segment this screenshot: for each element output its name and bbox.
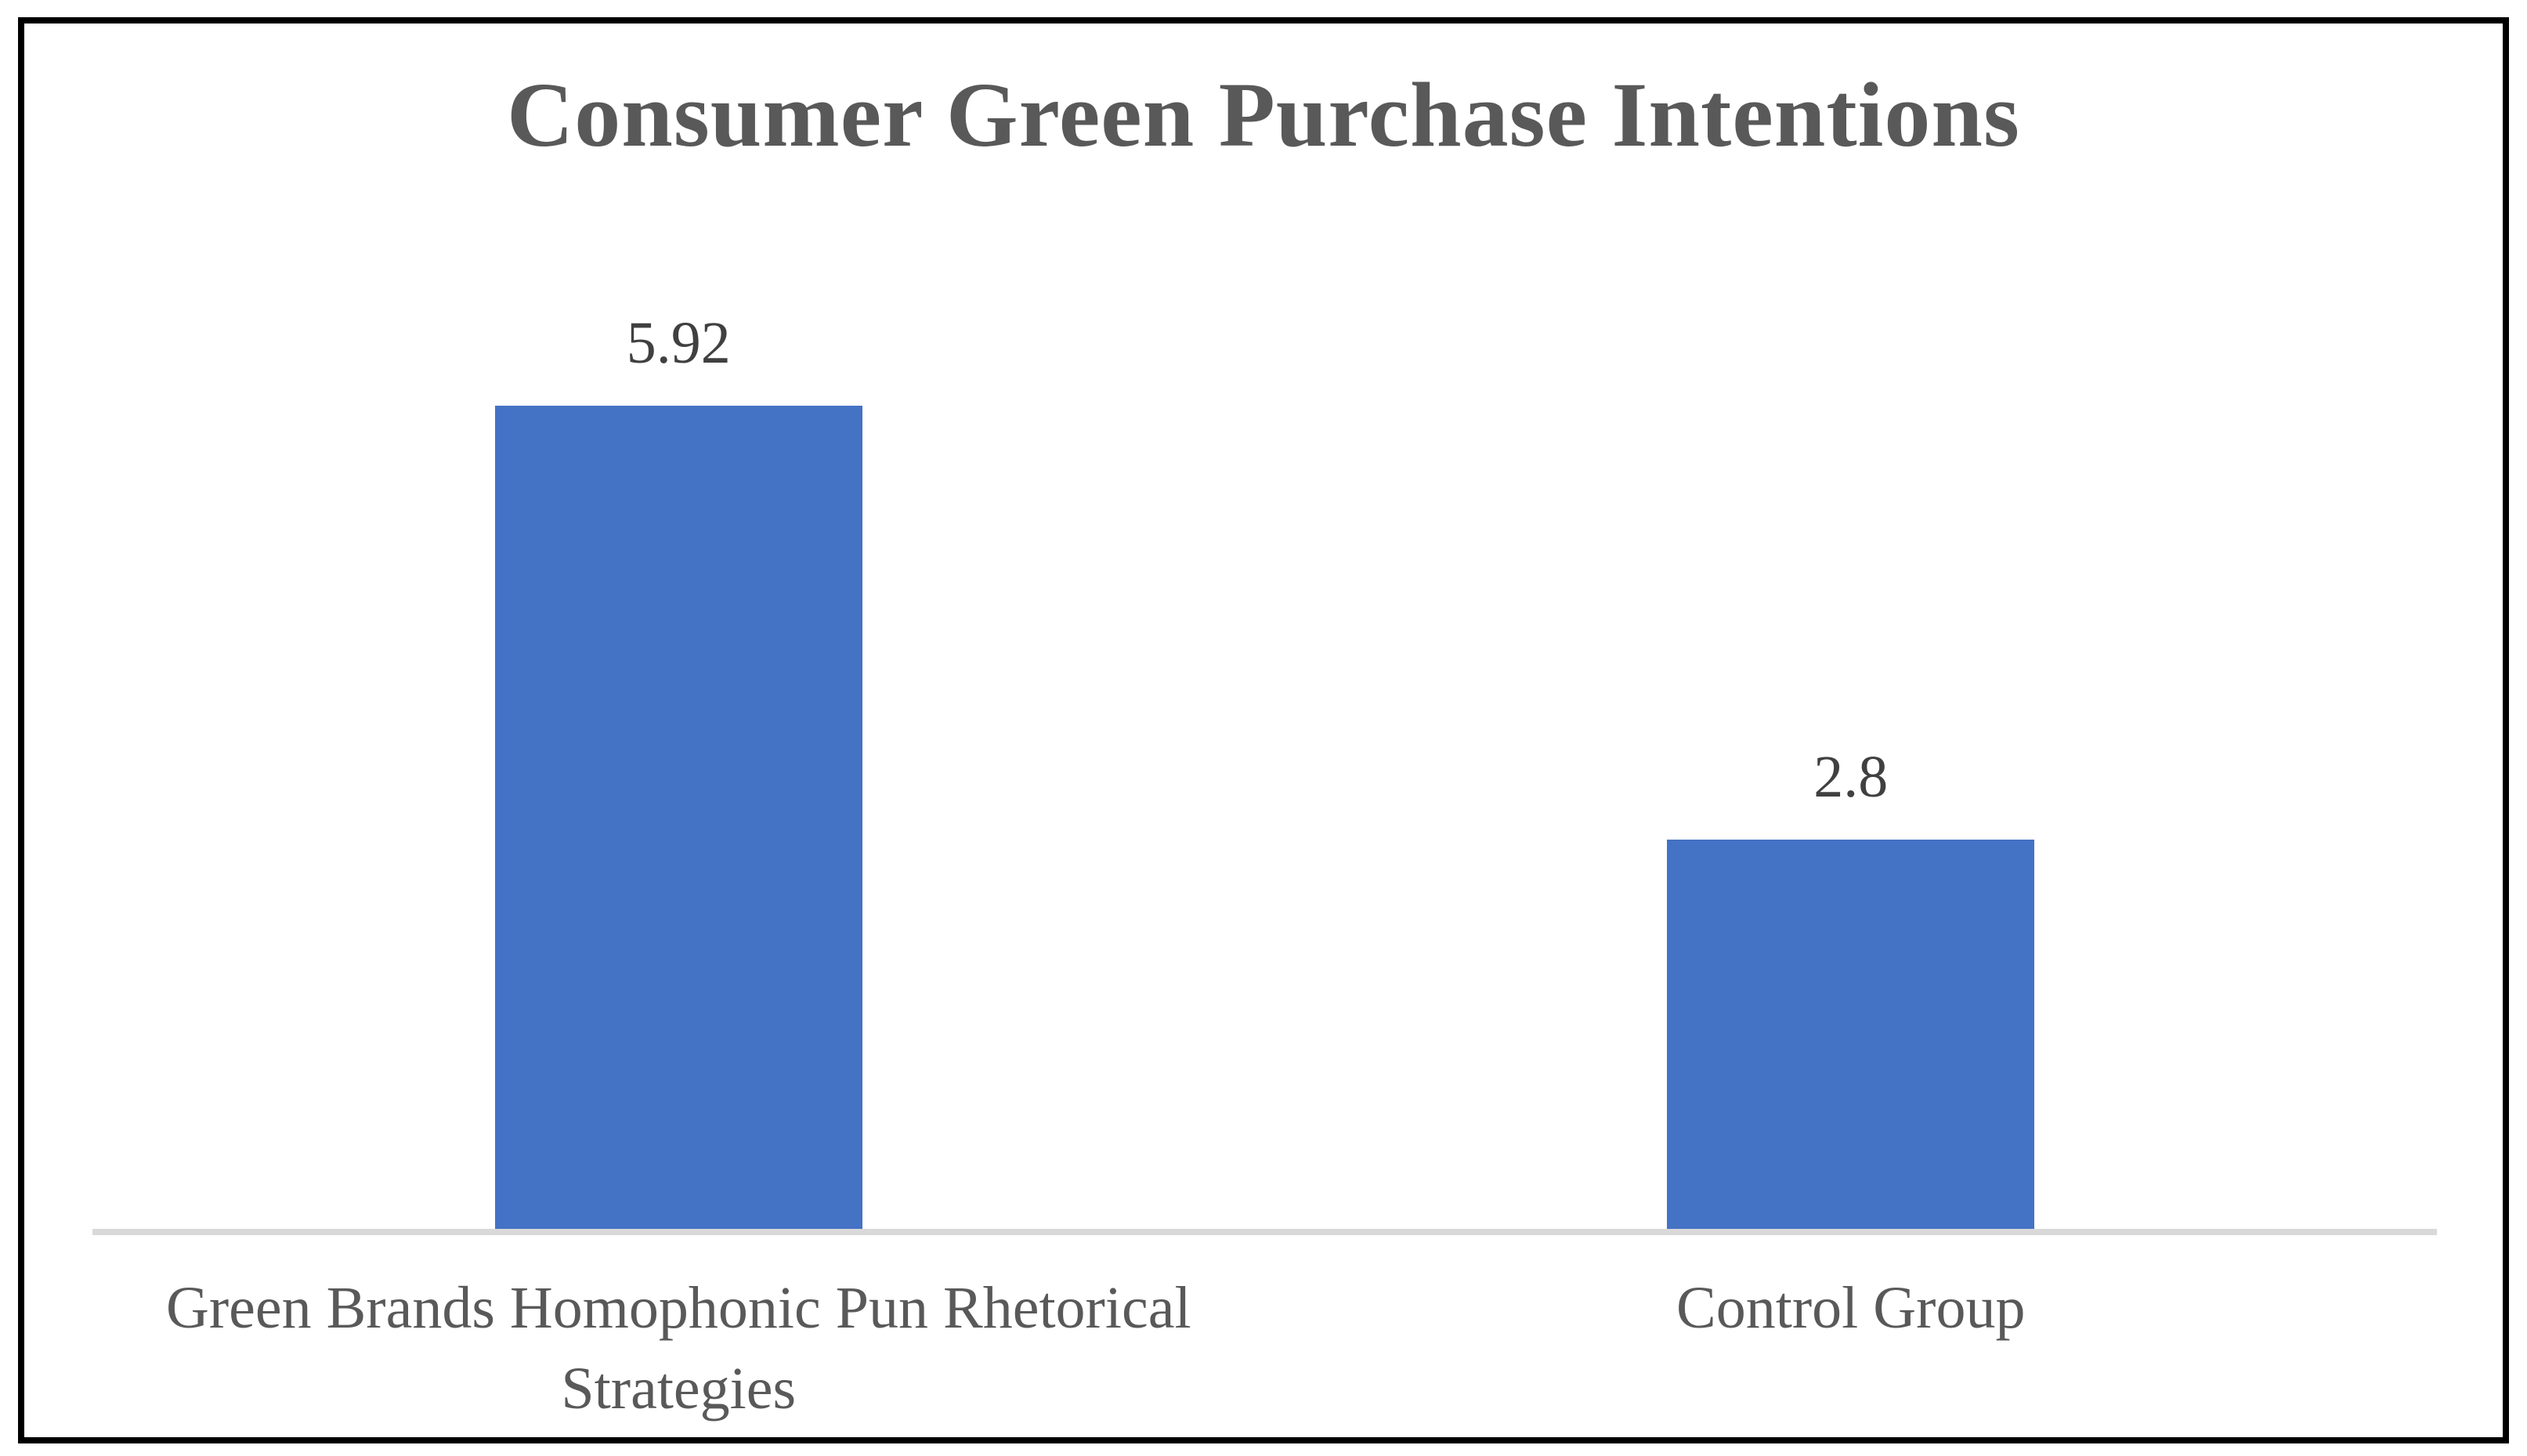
chart-frame: Consumer Green Purchase Intentions 5.92 … xyxy=(18,17,2509,1443)
data-label-control-group: 2.8 xyxy=(1813,744,1889,810)
bar-control-group xyxy=(1667,840,2035,1229)
bar-group-green-brands: 5.92 xyxy=(92,255,1265,1229)
data-label-green-brands: 5.92 xyxy=(626,310,731,376)
bar-group-control: 2.8 xyxy=(1265,255,2438,1229)
bar-green-brands xyxy=(494,406,862,1229)
x-axis-category-labels: Green Brands Homophonic Pun Rhetorical S… xyxy=(92,1268,2437,1429)
x-axis-line xyxy=(92,1229,2437,1235)
plot-area: 5.92 2.8 xyxy=(92,255,2437,1229)
category-label-control-group: Control Group xyxy=(1676,1275,2026,1341)
chart-title: Consumer Green Purchase Intentions xyxy=(507,63,2020,166)
category-label-green-brands: Green Brands Homophonic Pun Rhetorical S… xyxy=(165,1275,1191,1422)
